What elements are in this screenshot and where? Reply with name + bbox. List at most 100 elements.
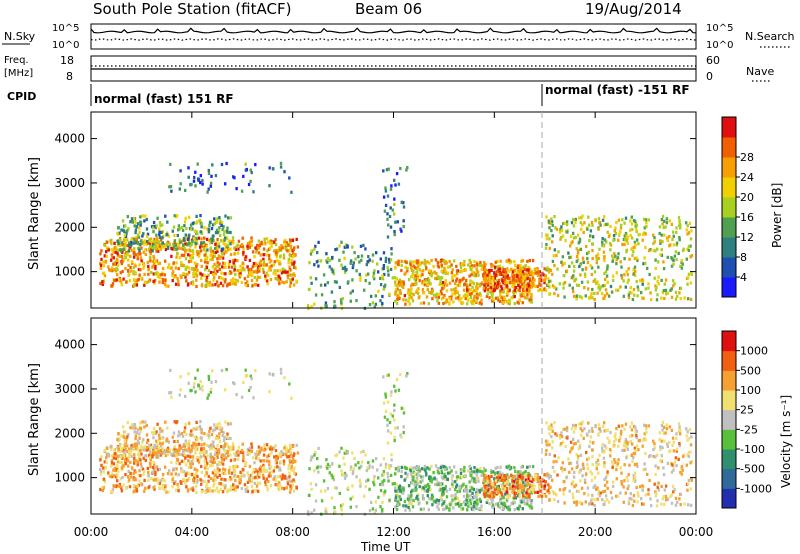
- velocity-echo-cell: [490, 468, 493, 473]
- velocity-echo-cell: [159, 479, 162, 483]
- power-echo-cell: [601, 240, 604, 244]
- power-echo-cell: [402, 285, 405, 289]
- power-echo-cell: [111, 266, 114, 270]
- power-echo-cell: [139, 252, 142, 256]
- power-echo-cell: [190, 281, 193, 285]
- power-echo-cell: [426, 283, 429, 287]
- power-echo-cell: [130, 238, 133, 242]
- power-echo-cell: [614, 254, 617, 258]
- velocity-echo-cell: [410, 474, 414, 478]
- velocity-echo-cell: [503, 474, 506, 478]
- velocity-echo-cell: [434, 464, 438, 468]
- velocity-echo-cell: [519, 470, 522, 474]
- power-echo-cell: [400, 268, 403, 273]
- velocity-echo-cell: [326, 487, 330, 491]
- power-echo-cell: [390, 247, 393, 251]
- velocity-echo-cell: [175, 453, 178, 457]
- power-echo-cell: [454, 274, 457, 278]
- power-echo-cell: [526, 296, 529, 300]
- power-echo-cell: [530, 293, 533, 297]
- power-echo-cell: [417, 296, 421, 300]
- velocity-echo-cell: [413, 483, 416, 487]
- power-echo-cell: [183, 220, 187, 224]
- velocity-echo-cell: [471, 476, 474, 480]
- power-echo-cell: [622, 237, 626, 242]
- power-echo-cell: [104, 259, 108, 263]
- velocity-echo-cell: [293, 466, 296, 470]
- velocity-echo-cell: [195, 484, 198, 488]
- power-echo-cell: [120, 228, 123, 232]
- velocity-echo-cell: [363, 494, 366, 498]
- power-echo-cell: [111, 269, 114, 273]
- velocity-echo-cell: [532, 478, 535, 482]
- power-echo-cell: [124, 267, 127, 271]
- power-echo-cell: [144, 252, 147, 256]
- power-echo-cell: [200, 237, 203, 241]
- power-echo-cell: [127, 263, 130, 267]
- velocity-echo-cell: [123, 453, 127, 458]
- velocity-echo-cell: [269, 474, 272, 478]
- power-echo-cell: [687, 231, 691, 235]
- power-echo-cell: [500, 287, 504, 291]
- velocity-echo-cell: [523, 502, 527, 506]
- power-echo-cell: [665, 217, 669, 221]
- power-echo-cell: [141, 234, 144, 238]
- power-echo-cell: [317, 264, 320, 268]
- velocity-echo-cell: [151, 470, 154, 474]
- power-echo-cell: [341, 297, 344, 301]
- velocity-echo-cell: [489, 492, 493, 496]
- velocity-echo-cell: [409, 468, 412, 472]
- power-echo-cell: [514, 286, 517, 290]
- power-echo-cell: [351, 289, 354, 293]
- power-echo-cell: [455, 277, 459, 281]
- velocity-echo-cell: [159, 429, 162, 434]
- power-echo-cell: [216, 243, 219, 247]
- velocity-echo-cell: [609, 430, 612, 435]
- power-echo-cell: [416, 288, 419, 292]
- velocity-echo-cell: [498, 473, 501, 477]
- power-echo-cell: [379, 276, 382, 280]
- power-echo-cell: [387, 223, 390, 227]
- power-echo-cell: [139, 223, 142, 227]
- velocity-echo-cell: [375, 457, 378, 461]
- power-echo-cell: [218, 262, 221, 266]
- power-echo-cell: [550, 229, 553, 233]
- velocity-echo-cell: [395, 483, 398, 487]
- velocity-echo-cell: [522, 498, 526, 502]
- power-echo-cell: [506, 267, 509, 271]
- velocity-echo-cell: [120, 447, 123, 451]
- velocity-echo-cell: [214, 448, 217, 453]
- velocity-echo-cell: [341, 472, 345, 476]
- velocity-echo-cell: [442, 487, 445, 491]
- velocity-echo-cell: [136, 428, 140, 432]
- power-echo-cell: [333, 280, 337, 284]
- power-echo-cell: [410, 292, 413, 296]
- velocity-echo-cell: [536, 490, 539, 494]
- power-echo-cell: [663, 219, 666, 223]
- velocity-echo-cell: [290, 464, 293, 468]
- power-echo-cell: [548, 280, 551, 284]
- power-echo-cell: [468, 274, 471, 278]
- velocity-echo-cell: [364, 453, 367, 457]
- power-echo-cell: [678, 291, 681, 295]
- velocity-echo-cell: [154, 432, 157, 436]
- power-echo-cell: [265, 271, 268, 275]
- power-echo-cell: [437, 275, 440, 279]
- velocity-echo-cell: [184, 463, 188, 467]
- velocity-echo-cell: [151, 455, 154, 459]
- power-echo-cell: [136, 257, 139, 261]
- power-echo-cell: [412, 292, 415, 297]
- power-echo-cell: [183, 224, 186, 228]
- velocity-echo-cell: [200, 428, 203, 432]
- power-echo-cell: [572, 274, 575, 278]
- power-echo-cell: [309, 252, 313, 256]
- power-colorbar-segment: [722, 197, 736, 218]
- velocity-echo-cell: [444, 507, 447, 511]
- power-echo-cell: [268, 184, 271, 188]
- velocity-echo-cell: [181, 434, 185, 438]
- velocity-echo-cell: [479, 467, 482, 471]
- power-echo-cell: [623, 242, 626, 246]
- power-echo-cell: [619, 226, 623, 230]
- power-echo-cell: [268, 265, 271, 269]
- power-echo-cell: [352, 263, 355, 268]
